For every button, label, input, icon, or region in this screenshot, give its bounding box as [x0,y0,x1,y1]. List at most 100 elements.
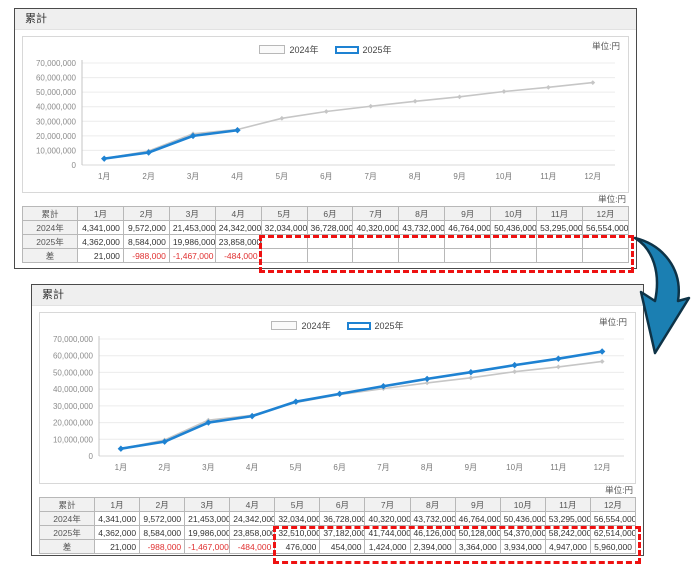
svg-text:60,000,000: 60,000,000 [53,352,94,361]
value-cell: 32,034,000 [260,220,308,235]
row-label-cell: 差 [39,539,95,554]
month-header-cell: 6月 [306,206,354,221]
svg-text:0: 0 [89,452,94,461]
unit-label: 単位:円 [599,317,627,327]
month-header-cell: 4月 [229,497,276,512]
table-row: 2025年 4,362,000 8,584,000 19,986,000 23,858,… [22,234,630,249]
svg-text:4月: 4月 [246,463,258,472]
data-point-marker [501,89,507,94]
svg-text:2月: 2月 [158,463,170,472]
svg-text:30,000,000: 30,000,000 [53,402,94,411]
month-header-cell: 9月 [454,497,501,512]
data-point-marker [512,369,518,375]
data-point-marker [336,390,343,398]
value-cell: 24,342,000 [214,220,262,235]
value-cell: 4,362,000 [77,234,124,249]
value-cell [352,248,400,263]
value-cell: -1,467,000 [168,248,216,263]
data-point-marker [248,412,256,420]
data-point-marker [234,127,241,134]
svg-text:70,000,000: 70,000,000 [53,335,94,344]
svg-text:8月: 8月 [421,463,433,472]
data-point-marker [412,98,418,104]
data-point-marker [205,419,212,426]
data-point-marker [101,155,108,162]
legend-item-2024: 2024年 [259,43,319,56]
value-cell [260,234,308,249]
month-header-cell: 9月 [444,206,492,221]
series-line-2024年 [120,360,603,450]
row-label-cell: 2024年 [22,220,78,235]
value-cell: 53,295,000 [536,220,583,235]
value-cell: 50,128,000 [454,525,501,540]
value-cell [398,248,446,263]
month-header-cell: 4月 [214,206,262,221]
table-header-row: 累計 1月 2月 3月 4月 5月 6月 7月 8月 9月 10月 11月 12月 [39,497,637,512]
value-cell: 21,453,000 [184,511,231,526]
data-point-marker [423,375,431,383]
legend-swatch-2024 [259,45,286,54]
svg-text:20,000,000: 20,000,000 [53,419,94,428]
data-point-marker [599,359,605,364]
month-header-cell: 6月 [319,497,366,512]
svg-text:10月: 10月 [506,463,523,472]
value-cell: 62,514,000 [589,525,637,540]
svg-text:40,000,000: 40,000,000 [53,385,94,394]
month-header-cell: 5月 [260,206,308,221]
value-cell: 50,436,000 [490,220,538,235]
month-header-cell: 8月 [409,497,456,512]
svg-text:12月: 12月 [594,463,611,472]
svg-text:70,000,000: 70,000,000 [36,59,77,68]
svg-text:9月: 9月 [453,172,465,181]
value-cell [536,248,583,263]
svg-text:11月: 11月 [540,172,556,181]
legend-item-2025: 2025年 [334,43,392,56]
value-cell: 50,436,000 [499,511,546,526]
row-label-cell: 2025年 [22,234,78,249]
legend-item-2024: 2024年 [271,319,331,332]
value-cell: 46,764,000 [454,511,501,526]
chart-container: 単位:円 2024年 2025年 0 10,000,000 20,000,000 30… [22,36,629,193]
value-cell: 36,728,000 [319,511,366,526]
value-cell: 43,732,000 [409,511,456,526]
svg-text:9月: 9月 [465,463,477,472]
svg-text:10,000,000: 10,000,000 [53,435,94,444]
data-point-marker [323,109,329,114]
svg-text:0: 0 [72,161,77,170]
value-cell [306,248,354,263]
value-cell: 19,986,000 [184,525,231,540]
data-point-marker [380,383,387,390]
svg-text:1月: 1月 [115,463,127,472]
unit-label: 単位:円 [605,485,633,495]
value-cell [581,234,630,249]
data-point-marker [457,94,462,100]
month-header-cell: 2月 [122,206,170,221]
table-corner-cell: 累計 [22,206,78,221]
month-header-cell: 12月 [589,497,637,512]
svg-text:8月: 8月 [409,172,421,181]
svg-text:50,000,000: 50,000,000 [36,88,77,97]
value-cell: 3,364,000 [454,539,501,554]
value-cell: 23,858,000 [214,234,262,249]
value-cell: 32,034,000 [274,511,321,526]
svg-text:6月: 6月 [333,463,345,472]
unit-label: 単位:円 [592,41,620,51]
data-point-marker [279,115,285,121]
chart-legend: 2024年 2025年 [23,43,628,56]
data-point-marker [468,375,474,381]
svg-text:11月: 11月 [550,463,566,472]
table-corner-cell: 累計 [39,497,95,512]
value-cell: 1,424,000 [364,539,411,554]
data-point-marker [598,348,606,355]
unit-label: 単位:円 [598,194,626,204]
row-label-cell: 2025年 [39,525,95,540]
chart-container: 単位:円 2024年 2025年 0 10,000,000 20,000,000 30… [39,312,636,484]
value-cell: 46,126,000 [409,525,456,540]
value-cell: 19,986,000 [168,234,216,249]
value-cell [490,248,538,263]
legend-label-2024: 2024年 [289,45,319,55]
data-point-marker [292,398,300,405]
value-cell: 9,572,000 [139,511,186,526]
value-cell: 21,000 [93,539,141,554]
